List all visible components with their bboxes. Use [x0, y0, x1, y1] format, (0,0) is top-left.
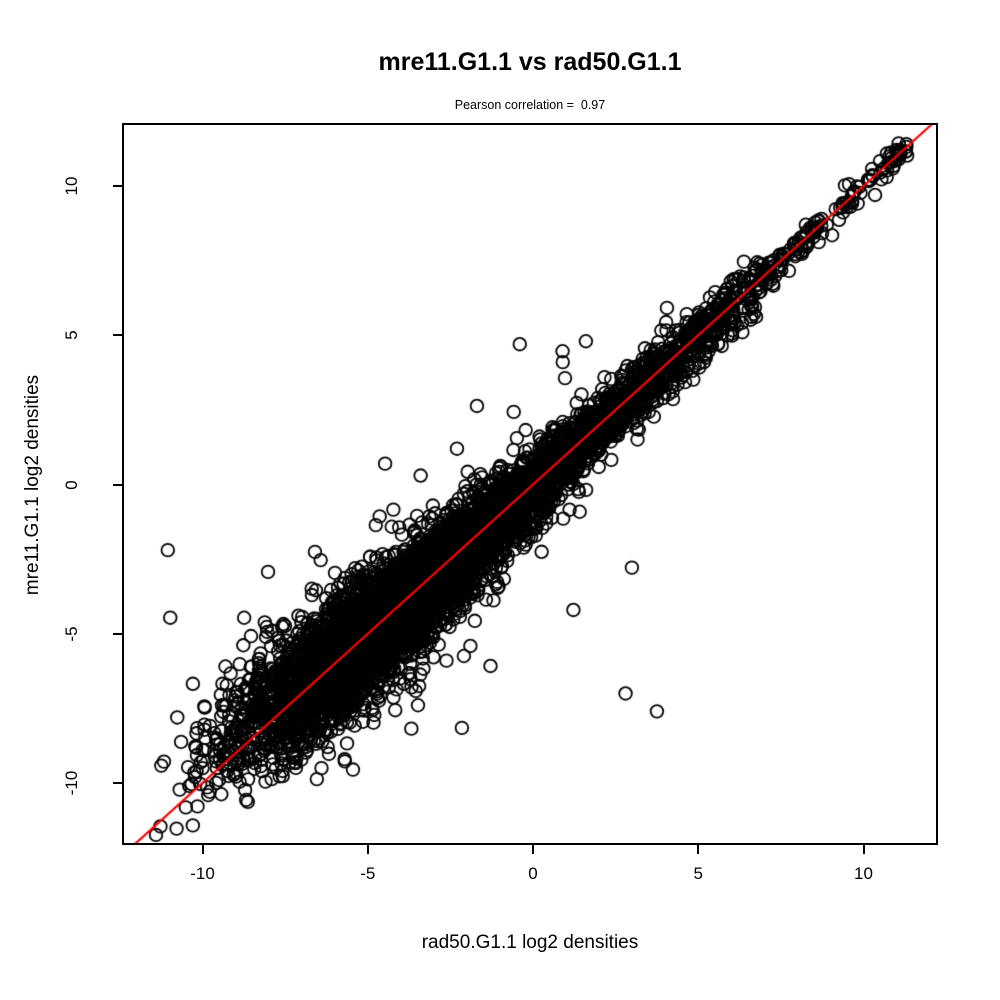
x-axis-tick [862, 845, 865, 854]
x-tick-label: 0 [528, 864, 538, 883]
y-axis-tick [113, 632, 122, 635]
y-axis-title: mre11.G1.1 log2 densities [22, 374, 43, 596]
x-tick-label: 5 [693, 864, 703, 883]
scatter-points-canvas [122, 123, 938, 845]
y-axis-tick [113, 782, 122, 784]
pearson-correlation-annotation: Pearson correlation = 0.97 [454, 98, 606, 112]
y-tick-label: 10 [62, 176, 81, 196]
x-tick-label: -5 [360, 864, 376, 883]
plot-title: mre11.G1.1 vs rad50.G1.1 [378, 48, 682, 76]
x-axis-tick [697, 845, 700, 854]
y-tick-label: -5 [62, 626, 81, 642]
y-tick-label: 0 [62, 479, 81, 490]
y-tick-label: 5 [62, 330, 81, 340]
x-axis-title: rad50.G1.1 log2 densities [421, 932, 639, 953]
y-axis-tick [113, 185, 122, 187]
y-tick-label: -10 [62, 770, 81, 796]
x-axis-tick [366, 845, 369, 854]
x-axis-tick [532, 845, 534, 854]
x-tick-label: 10 [854, 864, 873, 883]
x-tick-label: -10 [190, 864, 215, 883]
y-axis-tick [113, 334, 122, 337]
x-axis-tick [201, 845, 204, 854]
y-axis-tick [113, 483, 122, 486]
